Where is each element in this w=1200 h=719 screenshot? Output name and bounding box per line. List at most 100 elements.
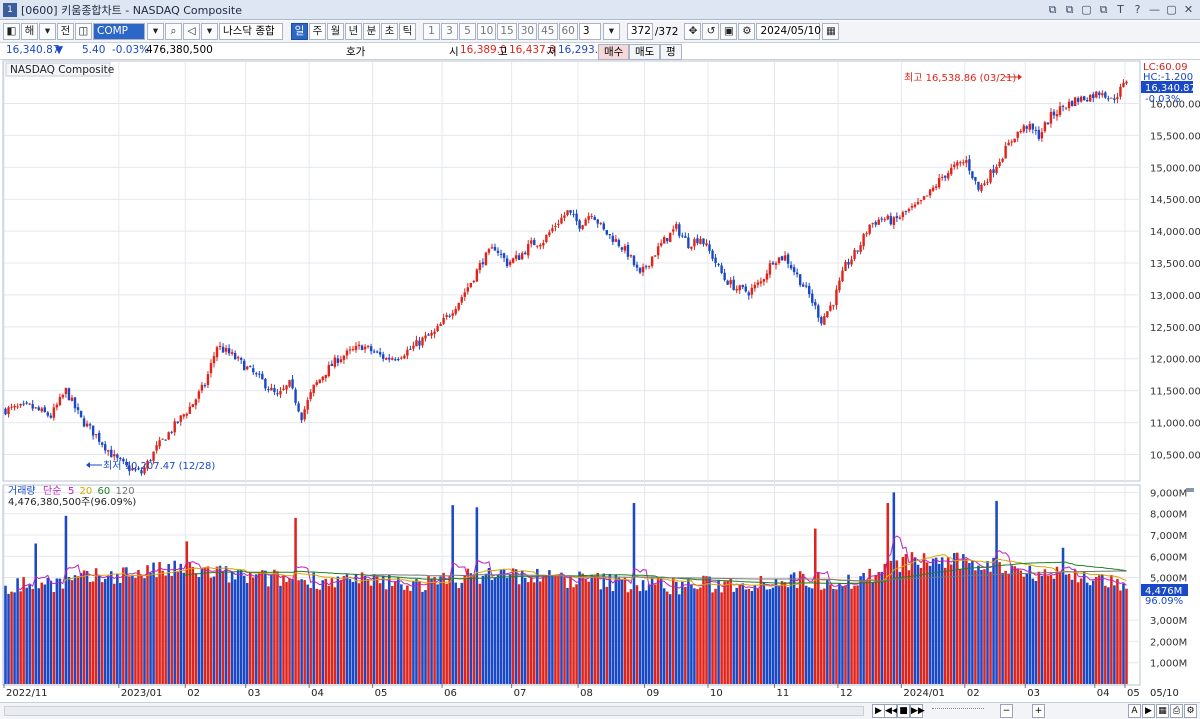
interval-30-button[interactable]: 30 (517, 23, 538, 40)
undo-icon[interactable]: ↺ (702, 23, 720, 40)
text-size-icon[interactable]: T (1117, 3, 1124, 16)
volume-bar (390, 585, 394, 684)
volume-bar (294, 517, 297, 684)
market-all-button[interactable]: 전 (57, 23, 74, 40)
zoom-slider[interactable] (932, 708, 984, 714)
volume-bar (415, 579, 418, 684)
candle-body (424, 335, 427, 339)
chart-svg[interactable]: 16,000.00 15,500.00 15,000.00 14,500.00 14,0… (0, 60, 1200, 703)
candle-body (119, 457, 122, 460)
interval-5-button[interactable]: 5 (459, 23, 476, 40)
volume-bar (158, 562, 161, 684)
panel-resize-handle[interactable] (1186, 488, 1194, 492)
zoom-in-icon[interactable]: + (1032, 704, 1045, 718)
save-icon[interactable]: ▣ (720, 23, 738, 40)
font-size-icon[interactable]: A (1128, 704, 1141, 718)
link-window-icon[interactable]: ⧉ (1048, 3, 1057, 16)
interval-45-button[interactable]: 45 (538, 23, 558, 40)
chart-area[interactable]: 16,000.00 15,500.00 15,000.00 14,500.00 14,0… (0, 60, 1200, 703)
volume-bar (608, 573, 612, 684)
calendar-icon[interactable]: ▦ (822, 23, 840, 40)
buy-button[interactable]: 매수 (598, 44, 630, 60)
candle-body (360, 345, 364, 351)
period-second-button[interactable]: 초 (381, 23, 398, 40)
period-month-button[interactable]: 월 (327, 23, 344, 40)
candle-body (505, 258, 509, 267)
speaker-icon[interactable]: ◁ (183, 23, 200, 40)
volume-bar (523, 577, 527, 684)
low-price: 16,293.5 (558, 44, 605, 56)
close-button[interactable]: ✕ (1183, 3, 1194, 16)
candle-body (122, 458, 125, 462)
volume-bar (212, 576, 216, 684)
symbol-dropdown-icon[interactable]: ▾ (147, 23, 164, 40)
market-overseas-button[interactable]: 해 (21, 23, 38, 40)
interval-15-button[interactable]: 15 (497, 23, 517, 40)
stop-icon[interactable]: ■ (897, 704, 910, 718)
candle-body (252, 368, 255, 373)
speaker-dropdown-icon[interactable]: ▾ (201, 23, 218, 40)
search-icon[interactable]: ⌕ (165, 23, 182, 40)
minimize-button[interactable]: — (1149, 3, 1160, 16)
chart-type-icon[interactable]: ◫ (75, 23, 92, 40)
volume-legend-item: 5 (68, 486, 74, 497)
last-volume-tag-text: 4,476M (1145, 586, 1182, 597)
interval-10-button[interactable]: 10 (477, 23, 497, 40)
candle-body (883, 219, 886, 221)
period-minute-button[interactable]: 분 (363, 23, 380, 40)
candle-body (191, 404, 195, 408)
volume-bar (400, 584, 403, 684)
volume-bar (877, 572, 880, 684)
interval-dropdown-icon[interactable]: ▾ (602, 23, 620, 40)
interval-1-button[interactable]: 1 (423, 23, 440, 40)
sell-button[interactable]: 매도 (629, 44, 661, 60)
period-week-button[interactable]: 주 (309, 23, 326, 40)
volume-bar (774, 579, 778, 684)
horizontal-scrollbar[interactable] (4, 706, 864, 716)
copy-window-icon[interactable]: ⧉ (1065, 3, 1074, 16)
interval-3-button[interactable]: 3 (441, 23, 458, 40)
candle-body (161, 438, 164, 440)
period-day-button[interactable]: 일 (291, 23, 308, 40)
volume-bar (826, 579, 829, 684)
count-input[interactable]: 372 (626, 23, 653, 40)
crosshair-icon[interactable]: ✥ (684, 23, 702, 40)
market-dropdown-icon[interactable]: ▾ (39, 23, 56, 40)
zoom-out-icon[interactable]: − (1000, 704, 1013, 718)
volume-bar (1058, 571, 1062, 684)
interval-input[interactable]: 3 (578, 23, 601, 40)
candle-body (520, 253, 524, 260)
candle-body (904, 210, 908, 212)
volume-bar (747, 588, 751, 684)
bottom-settings-icon[interactable]: ⚙ (1184, 704, 1197, 718)
fast-forward-icon[interactable]: ▶▶ (910, 704, 925, 718)
help-icon[interactable]: ? (1134, 3, 1141, 16)
candle-body (140, 470, 143, 474)
period-year-button[interactable]: 년 (345, 23, 362, 40)
interval-60-button[interactable]: 60 (558, 23, 578, 40)
print-icon[interactable]: ⎙ (1170, 704, 1183, 718)
next-icon[interactable]: ▶ (1142, 704, 1155, 718)
candle-body (792, 267, 796, 273)
grid-toggle-icon[interactable]: ▦ (1156, 704, 1169, 718)
layout-icon[interactable]: ◧ (3, 23, 20, 40)
candle-body (947, 173, 950, 179)
volume-bar (113, 583, 116, 684)
maximize-button[interactable]: ▢ (1166, 3, 1177, 16)
volume-bar (131, 575, 134, 684)
volume-bar (13, 592, 16, 684)
tile-icon[interactable]: ⧉ (1099, 3, 1108, 16)
symbol-input[interactable]: COMP (93, 23, 145, 40)
candle-body (454, 309, 457, 314)
candle-body (774, 263, 778, 265)
volume-bar (282, 575, 285, 684)
price-tick-label: 16,000.00 (1150, 99, 1200, 110)
settings-icon[interactable]: ⚙ (738, 23, 756, 40)
rewind-icon[interactable]: ◀◀ (884, 704, 899, 718)
date-input[interactable]: 2024/05/10 (756, 23, 821, 40)
volume-bar (1070, 579, 1074, 684)
evaluate-button[interactable]: 평 (660, 44, 682, 60)
volume-bar (720, 592, 723, 684)
frame-icon[interactable]: ▢ (1081, 3, 1092, 16)
period-tick-button[interactable]: 틱 (399, 23, 416, 40)
